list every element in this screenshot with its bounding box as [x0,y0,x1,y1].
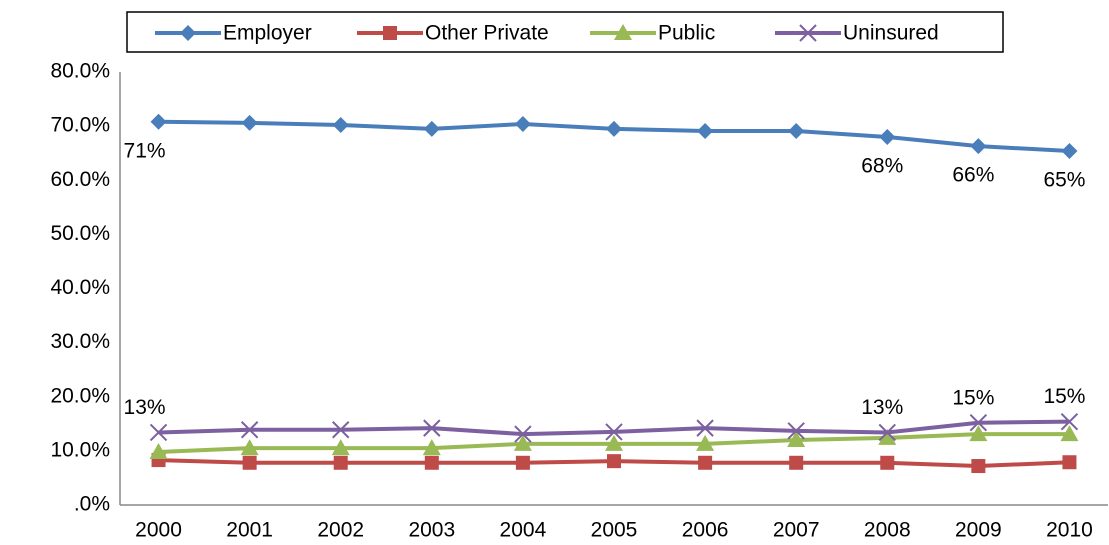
data-point [1061,143,1078,160]
data-point [423,419,441,437]
data-point [696,419,714,437]
y-tick-label: 20.0% [50,384,110,407]
y-tick-label: 30.0% [50,330,110,353]
y-tick-label: 10.0% [50,438,110,461]
legend-marker [383,26,397,40]
x-tick-label: 2004 [500,519,547,542]
legend-marker [799,24,817,42]
x-tick-label: 2009 [955,519,1002,542]
data-point [605,423,623,441]
data-point [971,459,986,474]
data-label: 13% [124,396,166,419]
data-point [514,115,531,132]
data-point [515,455,530,470]
data-point [513,434,532,451]
data-point [423,120,440,137]
data-point [787,422,805,440]
data-point [789,455,804,470]
data-point [1060,425,1079,442]
y-tick-label: 40.0% [50,276,110,299]
data-point [424,455,439,470]
legend-marker [180,25,196,41]
x-tick-label: 2006 [682,519,729,542]
data-point [969,425,988,442]
data-label: 71% [124,139,166,162]
data-point [698,455,713,470]
data-point [607,454,621,469]
x-tick-label: 2005 [591,519,638,542]
data-point [240,421,259,439]
y-tick-label: 70.0% [50,114,110,137]
data-point [1062,455,1077,470]
data-point [606,120,622,137]
data-label: 66% [952,164,994,187]
data-label: 13% [861,396,903,419]
data-point [787,431,806,448]
legend-box [126,11,1004,53]
data-point [332,421,350,439]
data-point [333,455,348,470]
data-point [880,455,895,470]
x-tick-label: 2001 [226,519,273,542]
data-point [242,455,257,470]
data-point [605,434,623,451]
x-tick-label: 2007 [773,519,820,542]
data-point [422,439,441,456]
y-tick-label: 50.0% [50,222,110,245]
data-point [697,122,714,139]
data-point [331,439,350,456]
data-point [241,114,258,131]
y-tick-label: 60.0% [50,168,110,191]
data-point [240,439,259,456]
data-point [696,434,715,451]
legend-label: Public [658,22,715,45]
y-tick-label: 80.0% [50,60,110,83]
legend-label: Other Private [425,22,549,45]
data-label: 68% [861,154,903,177]
data-point [149,423,168,442]
data-point [332,117,349,134]
data-point [878,428,897,445]
y-tick-label: .0% [74,493,110,516]
x-tick-label: 2008 [864,519,911,542]
data-point [149,442,168,459]
data-point [878,423,896,442]
x-tick-label: 2003 [408,519,455,542]
x-tick-label: 2002 [317,519,364,542]
legend-marker [614,24,632,40]
data-point [150,113,167,130]
data-point [788,122,805,139]
data-label: 15% [952,386,994,409]
legend-label: Employer [223,22,312,45]
data-point [879,128,896,145]
x-tick-label: 2000 [135,519,182,542]
data-label: 15% [1043,385,1085,408]
data-point [969,414,988,432]
data-point [970,138,987,155]
data-label: 65% [1043,169,1085,192]
data-point [1060,412,1079,431]
x-tick-label: 2010 [1046,519,1093,542]
data-point [514,425,532,443]
legend-label: Uninsured [843,22,939,45]
